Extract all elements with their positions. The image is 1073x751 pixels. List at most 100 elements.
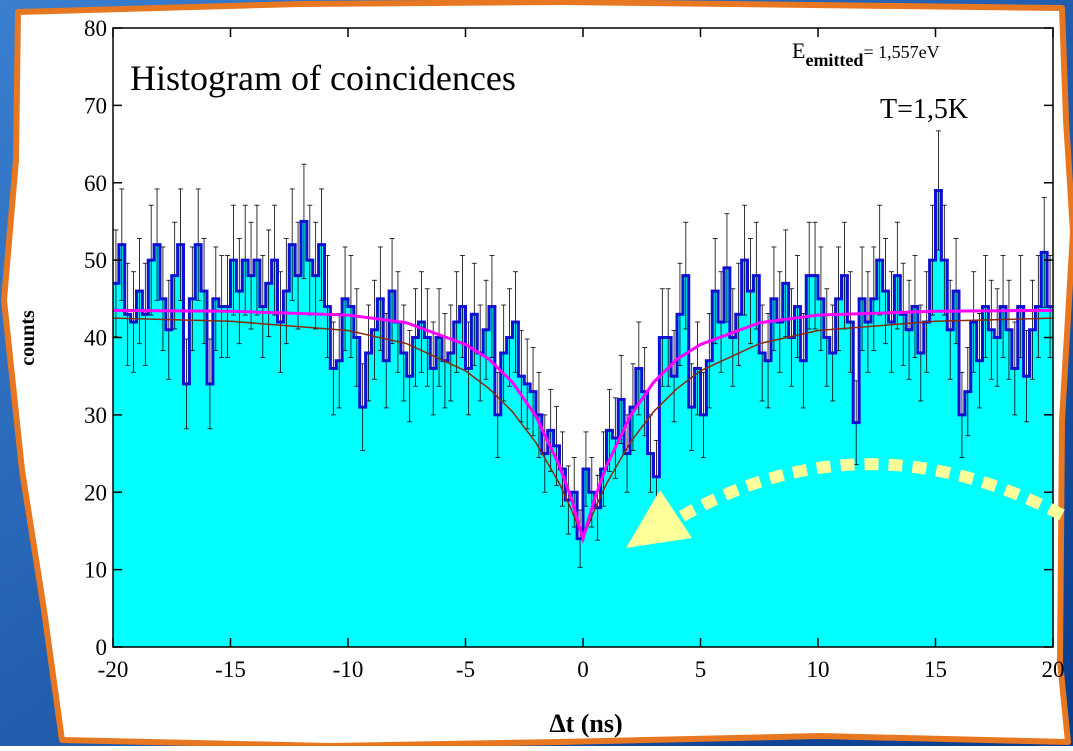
bar: [500, 352, 508, 647]
bar: [289, 244, 296, 647]
bar: [177, 244, 184, 647]
bar: [1035, 306, 1042, 647]
bar: [688, 407, 696, 647]
bar: [923, 322, 931, 647]
bar: [536, 414, 543, 647]
bar: [336, 360, 343, 647]
y-tick-label: 70: [84, 93, 107, 118]
bar: [753, 275, 760, 647]
x-tick-label: -10: [333, 657, 364, 682]
y-tick-label: 50: [84, 248, 107, 273]
x-tick-label: -15: [215, 657, 246, 682]
bar: [224, 306, 231, 647]
arrow-head: [626, 490, 692, 548]
bar: [318, 244, 325, 647]
bar: [577, 538, 584, 647]
bar: [453, 322, 461, 647]
bar: [712, 291, 719, 647]
x-tick-label: 10: [807, 657, 830, 682]
plot-area: [113, 130, 1053, 647]
bar: [606, 430, 613, 647]
bar: [471, 314, 478, 647]
y-axis-label: counts: [17, 310, 39, 366]
bar: [171, 275, 179, 647]
bar: [201, 291, 208, 647]
bar: [524, 383, 531, 647]
bar: [1047, 306, 1053, 647]
bar: [659, 337, 666, 647]
bar: [812, 275, 819, 647]
bar: [371, 329, 378, 647]
bar: [324, 306, 331, 647]
bar: [418, 322, 425, 647]
bar: [541, 453, 549, 647]
y-tick-label: 0: [96, 635, 108, 660]
bar: [136, 291, 143, 647]
bar: [236, 291, 243, 647]
x-tick-label: 20: [1042, 657, 1065, 682]
bar: [459, 306, 466, 647]
bar: [283, 291, 290, 647]
bar: [583, 469, 590, 647]
energy-label: Eemitted= 1,557eV: [792, 38, 940, 70]
bar: [148, 260, 155, 647]
temperature-label: T=1,5K: [880, 94, 968, 125]
bar: [383, 360, 390, 647]
bar: [994, 337, 1001, 647]
bar: [271, 260, 278, 647]
y-tick-label: 40: [84, 326, 107, 351]
bar: [1017, 306, 1025, 647]
bar: [207, 383, 214, 647]
bar: [518, 376, 525, 647]
bar: [130, 322, 137, 647]
bar: [406, 376, 414, 647]
x-tick-label: 0: [577, 657, 589, 682]
bar: [906, 329, 913, 647]
bar: [765, 360, 772, 647]
bar: [665, 337, 672, 647]
bar: [888, 322, 895, 647]
bar: [477, 352, 484, 647]
bar: [483, 329, 490, 647]
bar: [212, 298, 220, 647]
bar: [630, 407, 637, 647]
bar: [594, 507, 602, 647]
bar: [959, 414, 966, 647]
bar: [588, 492, 596, 647]
bar: [1011, 368, 1019, 647]
bar: [512, 322, 519, 647]
bar: [342, 298, 349, 647]
bar: [359, 407, 367, 647]
bar: [694, 368, 701, 647]
bar: [876, 260, 884, 647]
bar: [976, 360, 983, 647]
bar: [917, 352, 925, 647]
bar: [447, 352, 455, 647]
bar: [377, 298, 384, 647]
bar: [306, 260, 314, 647]
fit-curve: [113, 308, 1053, 545]
energy-value: = 1,557eV: [863, 42, 939, 62]
y-tick-label: 80: [84, 16, 107, 41]
bar: [254, 260, 261, 647]
x-axis-label: Δt (ns): [549, 709, 622, 738]
bar: [412, 337, 419, 647]
bar: [277, 322, 284, 647]
bar: [759, 352, 766, 647]
bar: [218, 306, 226, 647]
bar: [788, 337, 795, 647]
bar: [183, 383, 190, 647]
bar: [230, 260, 237, 647]
bar: [1000, 306, 1007, 647]
bar: [970, 322, 978, 647]
bar: [964, 391, 972, 647]
bar: [565, 499, 572, 647]
bar: [465, 368, 472, 647]
x-tick-label: 15: [924, 657, 947, 682]
bar: [424, 337, 431, 647]
bar: [847, 322, 854, 647]
bar: [682, 275, 690, 647]
x-tick-label: -5: [456, 657, 475, 682]
bar: [189, 298, 196, 647]
